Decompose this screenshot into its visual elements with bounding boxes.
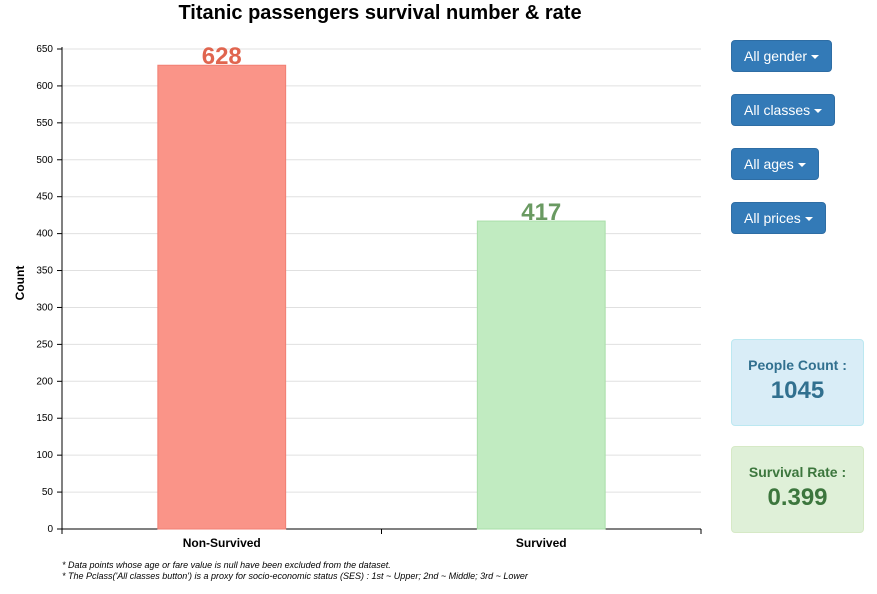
bar-value-label: 417 [521, 199, 561, 226]
people-count-panel: People Count : 1045 [731, 339, 864, 426]
caret-down-icon [797, 163, 806, 168]
gender-filter-label: All gender [744, 48, 808, 64]
caret-down-icon [804, 217, 813, 222]
people-count-value: 1045 [770, 377, 825, 404]
y-tick-label: 400 [36, 229, 53, 240]
bar-non-survived [157, 64, 287, 530]
chart-title: Titanic passengers survival number & rat… [178, 2, 582, 24]
y-tick-label: 350 [36, 266, 53, 277]
y-tick-label: 650 [36, 44, 53, 55]
y-tick-label: 0 [47, 524, 53, 535]
gender-filter-dropdown[interactable]: All gender [731, 40, 833, 72]
caret-down-icon [811, 55, 820, 60]
classes-filter-dropdown[interactable]: All classes [731, 94, 836, 126]
data-labels: 628 417 [202, 43, 562, 226]
bar-survived [476, 220, 606, 530]
survival-rate-value: 0.399 [767, 484, 828, 511]
y-tick-label: 300 [36, 302, 53, 313]
y-tick-label: 600 [36, 81, 53, 92]
prices-filter-dropdown[interactable]: All prices [731, 202, 826, 234]
footnote-null-data: * Data points whose age or fare value is… [62, 560, 391, 570]
y-tick-label: 150 [36, 413, 53, 424]
ages-filter-label: All ages [744, 156, 794, 172]
ages-filter-dropdown[interactable]: All ages [731, 148, 819, 180]
classes-filter-label: All classes [744, 102, 811, 118]
bar-chart: 0 50 100 150 200 250 300 350 400 450 500 550 600 650 N… [13, 43, 702, 550]
y-tick-label: 450 [36, 192, 53, 203]
survival-rate-panel: Survival Rate : 0.399 [731, 446, 864, 533]
people-count-label: People Count : [748, 357, 847, 373]
x-tick-label: Non-Survived [183, 536, 261, 550]
axes: 0 50 100 150 200 250 300 350 400 450 500 550 600 650 N… [36, 44, 702, 550]
survival-rate-label: Survival Rate : [748, 464, 847, 480]
y-axis-title: Count [13, 266, 27, 301]
caret-down-icon [814, 109, 823, 114]
y-tick-label: 50 [42, 487, 54, 498]
y-tick-label: 500 [36, 155, 53, 166]
prices-filter-label: All prices [744, 210, 801, 226]
y-tick-label: 100 [36, 450, 53, 461]
bars [157, 64, 606, 530]
footnote-pclass: * The Pclass('All classes button') is a … [62, 571, 528, 581]
y-tick-label: 550 [36, 118, 53, 129]
y-tick-label: 200 [36, 376, 53, 387]
bar-value-label: 628 [202, 43, 242, 70]
x-tick-label: Survived [516, 536, 567, 550]
y-tick-label: 250 [36, 339, 53, 350]
